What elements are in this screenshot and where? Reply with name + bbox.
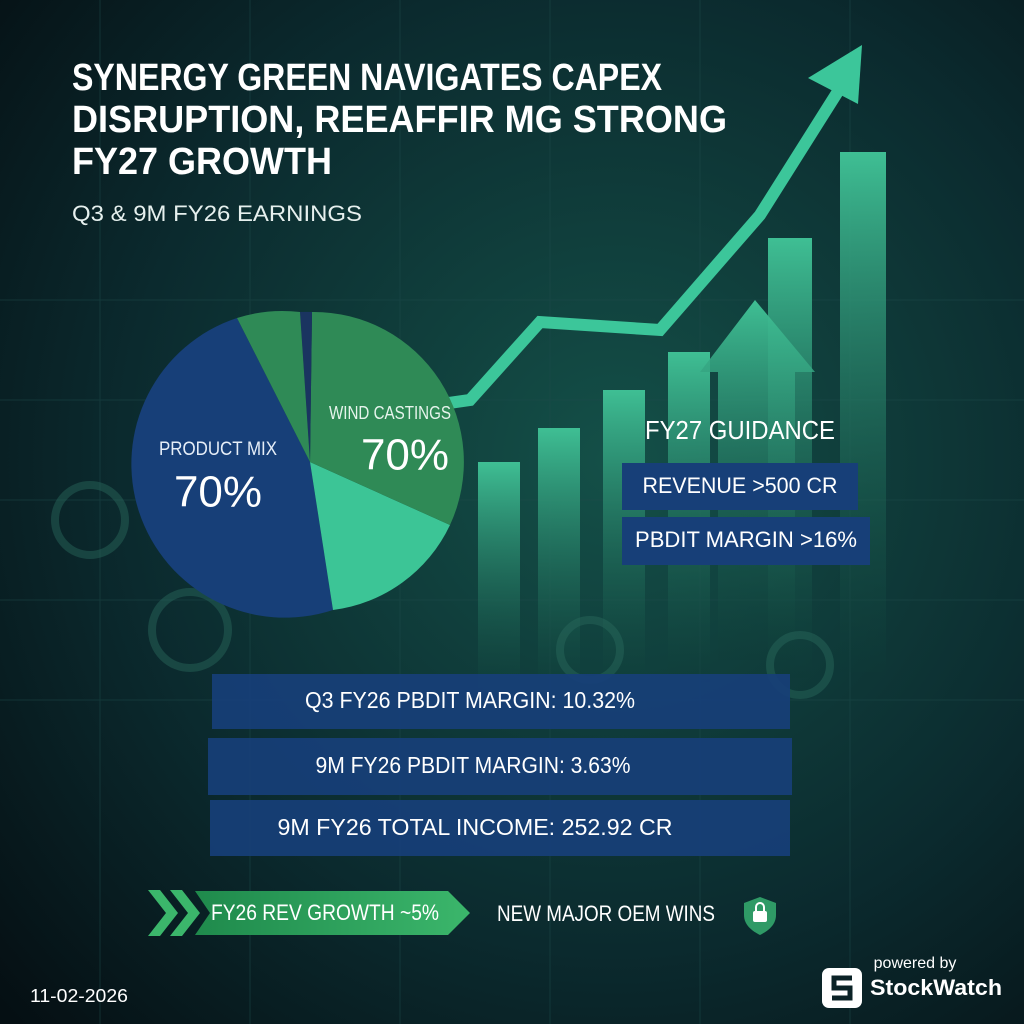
metric: 9M FY26 PBDIT MARGIN: 3.63% (316, 752, 631, 778)
guidance-title: FY27 GUIDANCE (645, 415, 835, 445)
pie-slice (310, 462, 450, 610)
wins-text: NEW MAJOR OEM WINS (497, 901, 715, 926)
growth-banner (148, 890, 470, 936)
pie-slice (237, 310, 310, 462)
growth-text: FY26 REV GROWTH ~5% (211, 900, 439, 925)
pie-slice (131, 318, 333, 618)
metric-box (210, 800, 790, 856)
date: 11-02-2026 (30, 986, 128, 1006)
lock-icon (744, 897, 776, 935)
metric-box (208, 738, 792, 795)
metric: 9M FY26 TOTAL INCOME: 252.92 CR (278, 814, 673, 840)
guidance-box (622, 463, 858, 510)
brand: StockWatch (870, 975, 1002, 1000)
pie-label: PRODUCT MIX (159, 439, 277, 460)
pie-label: WIND CASTINGS (329, 403, 451, 423)
logo (822, 968, 862, 1008)
title: SYNERGY GREEN NAVIGATES CAPEX (72, 57, 663, 99)
pie-value: 70% (361, 431, 449, 480)
title: DISRUPTION, REEAFFIR MG STRONG (72, 99, 727, 141)
guidance-item: PBDIT MARGIN >16% (635, 527, 857, 552)
arrow-head (808, 45, 862, 104)
pie-value: 70% (174, 468, 262, 517)
subtitle: Q3 & 9M FY26 EARNINGS (72, 201, 362, 226)
metric: Q3 FY26 PBDIT MARGIN: 10.32% (305, 687, 635, 713)
metric-box (212, 674, 790, 729)
guidance-item: REVENUE >500 CR (643, 473, 838, 498)
powered-by: powered by (874, 955, 957, 972)
pie (131, 310, 464, 618)
pie-slice (300, 311, 312, 462)
title: FY27 GROWTH (72, 141, 332, 183)
guidance-box (622, 517, 870, 565)
pie-slice (310, 311, 464, 525)
trend-arrow (399, 81, 848, 416)
